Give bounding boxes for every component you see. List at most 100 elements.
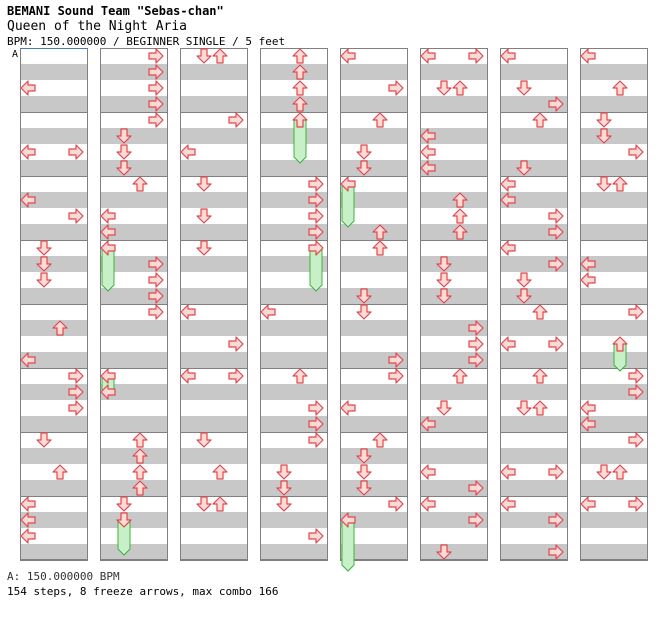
- step-arrow-right: [548, 96, 564, 112]
- beat-stripe: [420, 288, 488, 304]
- beat-stripe: [500, 192, 568, 208]
- beat-stripe: [20, 448, 88, 464]
- beat-stripe: [180, 64, 248, 80]
- step-arrow-down: [356, 160, 372, 176]
- beat-stripe: [500, 160, 568, 176]
- step-arrow-up: [372, 240, 388, 256]
- step-arrow-down: [356, 464, 372, 480]
- step-arrow-left: [500, 240, 516, 256]
- beat-stripe: [500, 352, 568, 368]
- step-arrow-up: [132, 464, 148, 480]
- step-arrow-left: [100, 208, 116, 224]
- step-arrow-right: [308, 224, 324, 240]
- beat-stripe: [180, 416, 248, 432]
- step-arrow-right: [628, 144, 644, 160]
- step-arrow-left: [20, 80, 36, 96]
- song-title: Queen of the Night Aria: [7, 19, 188, 34]
- step-arrow-left: [580, 416, 596, 432]
- step-arrow-left: [500, 176, 516, 192]
- step-arrow-up: [612, 176, 628, 192]
- step-arrow-down: [516, 288, 532, 304]
- beat-stripe: [180, 256, 248, 272]
- step-arrow-left: [20, 496, 36, 512]
- step-arrow-left: [340, 512, 356, 528]
- artist-name: BEMANI Sound Team "Sebas-chan": [7, 4, 224, 18]
- step-arrow-right: [308, 400, 324, 416]
- step-arrow-right: [468, 352, 484, 368]
- beat-stripe: [420, 320, 488, 336]
- beat-stripe: [20, 544, 88, 560]
- step-arrow-right: [468, 336, 484, 352]
- step-arrow-down: [36, 256, 52, 272]
- beat-stripe: [340, 448, 408, 464]
- beat-stripe: [500, 480, 568, 496]
- step-arrow-down: [436, 400, 452, 416]
- chart-column-3: [180, 48, 248, 561]
- step-arrow-right: [308, 432, 324, 448]
- step-arrow-down: [36, 432, 52, 448]
- beat-stripe: [100, 256, 168, 272]
- beat-stripe: [180, 512, 248, 528]
- step-arrow-left: [420, 144, 436, 160]
- beat-stripe: [420, 256, 488, 272]
- column-border: [580, 48, 648, 560]
- beat-stripe: [340, 160, 408, 176]
- beat-stripe: [420, 448, 488, 464]
- beat-stripe: [500, 256, 568, 272]
- step-arrow-left: [20, 512, 36, 528]
- beat-stripe: [420, 384, 488, 400]
- step-arrow-down: [436, 288, 452, 304]
- step-arrow-up: [372, 112, 388, 128]
- step-arrow-up: [532, 400, 548, 416]
- beat-stripe: [420, 128, 488, 144]
- step-arrow-up: [212, 496, 228, 512]
- step-arrow-left: [260, 304, 276, 320]
- step-arrow-right: [308, 176, 324, 192]
- step-arrow-left: [180, 144, 196, 160]
- column-border: [180, 48, 248, 560]
- step-arrow-down: [196, 208, 212, 224]
- step-arrow-left: [500, 192, 516, 208]
- step-arrow-right: [148, 96, 164, 112]
- step-arrow-right: [388, 80, 404, 96]
- beat-stripe: [180, 352, 248, 368]
- step-arrow-up: [452, 224, 468, 240]
- step-arrow-up: [292, 368, 308, 384]
- step-arrow-left: [100, 368, 116, 384]
- beat-stripe: [580, 320, 648, 336]
- beat-stripe: [340, 64, 408, 80]
- beat-stripe: [340, 352, 408, 368]
- step-arrow-down: [596, 112, 612, 128]
- step-arrow-right: [148, 80, 164, 96]
- step-arrow-up: [452, 368, 468, 384]
- step-arrow-right: [628, 368, 644, 384]
- step-arrow-left: [20, 528, 36, 544]
- step-arrow-right: [68, 384, 84, 400]
- beat-stripe: [420, 64, 488, 80]
- step-arrow-right: [148, 112, 164, 128]
- step-arrow-right: [548, 336, 564, 352]
- section-marker: A: [12, 49, 18, 60]
- beat-stripe: [100, 64, 168, 80]
- step-arrow-right: [548, 256, 564, 272]
- step-arrow-right: [308, 416, 324, 432]
- beat-stripe: [100, 416, 168, 432]
- beat-stripe: [20, 512, 88, 528]
- step-arrow-left: [340, 400, 356, 416]
- step-arrow-up: [612, 464, 628, 480]
- beat-stripe: [100, 96, 168, 112]
- step-arrow-down: [596, 464, 612, 480]
- step-arrow-right: [68, 400, 84, 416]
- beat-stripe: [580, 416, 648, 432]
- step-arrow-left: [180, 304, 196, 320]
- step-arrow-left: [500, 464, 516, 480]
- step-arrow-up: [372, 432, 388, 448]
- step-arrow-right: [148, 272, 164, 288]
- step-arrow-down: [436, 80, 452, 96]
- step-arrow-left: [580, 400, 596, 416]
- step-arrow-left: [20, 144, 36, 160]
- step-arrow-right: [468, 320, 484, 336]
- beat-stripe: [180, 448, 248, 464]
- step-arrow-down: [516, 272, 532, 288]
- step-arrow-down: [196, 176, 212, 192]
